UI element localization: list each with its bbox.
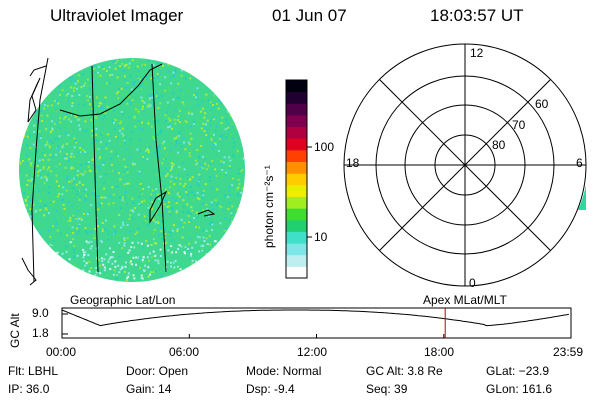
- colorbar: [285, 79, 312, 279]
- filter-status: Flt: LBHL: [8, 364, 59, 378]
- colorbar-cell: [286, 173, 307, 186]
- dsp-status: Dsp: -9.4: [246, 382, 295, 396]
- alt-xtick-1800: 18:00: [424, 345, 455, 359]
- alt-axis-label: GC Alt: [8, 313, 22, 348]
- colorbar-cell: [286, 254, 307, 267]
- colorbar-cell: [286, 138, 307, 151]
- colorbar-tick-10: 10: [314, 230, 328, 244]
- colorbar-cell: [286, 114, 307, 128]
- date-label: 01 Jun 07: [272, 6, 347, 25]
- mode-status: Mode: Normal: [246, 364, 322, 378]
- mlat-label-70: 70: [512, 118, 526, 132]
- alt-xtick-1200: 12:00: [297, 345, 328, 359]
- polar-grid: [343, 43, 587, 287]
- mlt-label-18: 18: [346, 156, 360, 170]
- app-title: Ultraviolet Imager: [50, 6, 184, 25]
- door-status: Door: Open: [126, 364, 189, 378]
- polar-edge-emission: [578, 185, 586, 210]
- colorbar-cell: [286, 219, 307, 232]
- altitude-curve: [61, 309, 569, 327]
- mlat-label-60: 60: [535, 97, 549, 111]
- colorbar-cell: [286, 149, 307, 163]
- seq-status: Seq: 39: [366, 382, 408, 396]
- geo-image-panel: [19, 57, 245, 286]
- alt-ytick-1: 1.8: [32, 326, 49, 340]
- colorbar-cell: [286, 91, 307, 104]
- polar-panel-label: Apex MLat/MLT: [423, 293, 507, 307]
- mlt-label-6: 6: [576, 156, 583, 170]
- colorbar-cell: [286, 243, 307, 256]
- colorbar-cell: [286, 266, 307, 279]
- colorbar-cell: [286, 231, 307, 244]
- alt-ytick-9: 9.0: [32, 306, 49, 320]
- colorbar-cell: [286, 80, 307, 93]
- glat-status: GLat: −23.9: [486, 364, 550, 378]
- colorbar-cell: [286, 184, 307, 197]
- glon-status: GLon: 161.6: [486, 382, 553, 396]
- colorbar-cell: [286, 161, 307, 174]
- alt-xtick-0600: 06:00: [169, 345, 200, 359]
- mlt-label-12: 12: [470, 46, 484, 60]
- colorbar-tick-100: 100: [314, 140, 335, 154]
- colorbar-cell: [286, 126, 307, 139]
- mlt-label-0: 0: [469, 276, 476, 290]
- time-label: 18:03:57 UT: [430, 6, 524, 25]
- colorbar-cell: [286, 208, 307, 221]
- geo-panel-label: Geographic Lat/Lon: [70, 293, 176, 307]
- gain-status: Gain: 14: [126, 382, 172, 396]
- altitude-plot: [61, 307, 572, 339]
- ip-status: IP: 36.0: [8, 382, 50, 396]
- mlat-label-80: 80: [492, 138, 506, 152]
- colorbar-cell: [286, 103, 307, 116]
- gc-alt-status: GC Alt: 3.8 Re: [366, 364, 443, 378]
- alt-xtick-2359: 23:59: [553, 345, 584, 359]
- alt-xtick-0000: 00:00: [46, 345, 77, 359]
- coastline-overlay: [21, 57, 216, 286]
- colorbar-cell: [286, 196, 307, 209]
- colorbar-unit-label: photon cm⁻²s⁻¹: [262, 165, 276, 248]
